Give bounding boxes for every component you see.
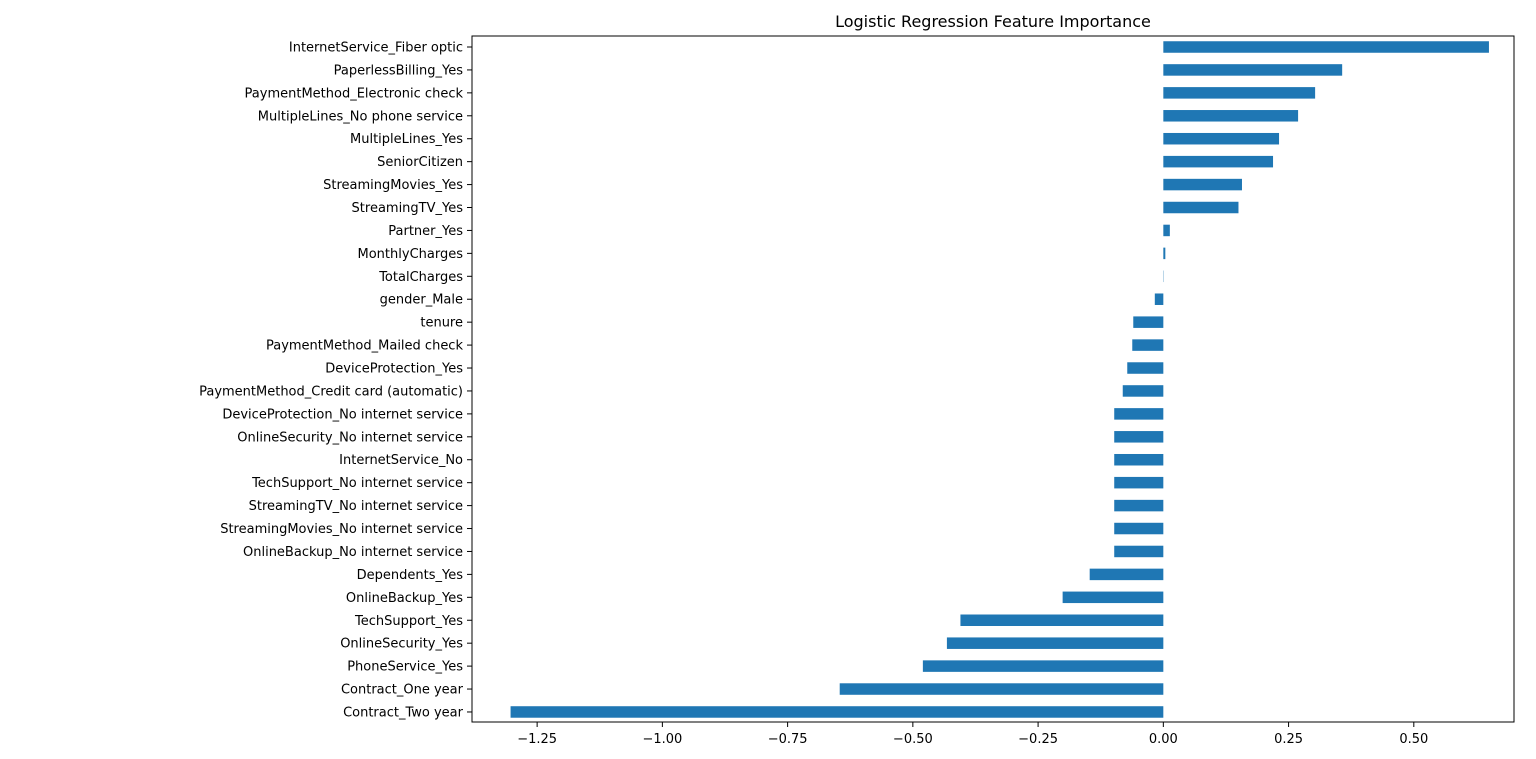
x-tick-label: 0.25: [1274, 732, 1303, 747]
y-tick-label: TechSupport_Yes: [354, 614, 463, 629]
y-tick-label: StreamingTV_No internet service: [249, 499, 463, 514]
plot-frame: [471, 35, 1515, 723]
y-tick-label: MultipleLines_No phone service: [258, 109, 463, 124]
bar: [1062, 591, 1164, 604]
bar: [1114, 476, 1164, 489]
y-tick-label: StreamingMovies_No internet service: [220, 522, 463, 537]
y-tick-label: SeniorCitizen: [377, 155, 463, 170]
bar: [922, 660, 1164, 672]
bar: [1114, 453, 1164, 466]
y-tick-label: OnlineBackup_Yes: [346, 591, 463, 606]
bar: [1114, 522, 1164, 535]
x-tick-label: 0.50: [1399, 732, 1428, 747]
y-tick-label: PaperlessBilling_Yes: [334, 63, 464, 78]
y-tick-label: StreamingMovies_Yes: [323, 178, 463, 193]
bar: [1163, 178, 1242, 191]
bar: [1163, 87, 1316, 99]
x-tick-label: −0.50: [893, 732, 933, 747]
bar: [1154, 293, 1164, 305]
y-tick-label: Dependents_Yes: [357, 568, 464, 583]
y-axis-ticks: InternetService_Fiber optic PaperlessBill…: [199, 41, 472, 720]
bar: [1122, 385, 1164, 397]
bar: [946, 637, 1164, 649]
bar: [1089, 568, 1164, 581]
bar: [1163, 41, 1489, 53]
y-tick-label: DeviceProtection_Yes: [325, 362, 463, 377]
chart-title: Logistic Regression Feature Importance: [835, 12, 1151, 31]
x-tick-label: −0.75: [768, 732, 808, 747]
bar: [1114, 499, 1164, 512]
bar: [1163, 155, 1274, 168]
bar: [1163, 132, 1280, 145]
y-tick-label: PaymentMethod_Credit card (automatic): [199, 384, 463, 399]
bar: [1132, 339, 1164, 351]
bar: [1114, 431, 1164, 443]
x-tick-label: −0.25: [1018, 732, 1058, 747]
y-tick-label: OnlineSecurity_Yes: [340, 637, 463, 652]
y-tick-label: InternetService_Fiber optic: [289, 41, 463, 56]
x-axis-ticks: −1.25 −1.00 −0.75 −0.50 −0.25 0.00 0.25 0.50: [517, 722, 1428, 747]
y-tick-label: PhoneService_Yes: [347, 660, 463, 675]
y-tick-label: Partner_Yes: [388, 224, 463, 239]
y-tick-label: tenure: [420, 316, 463, 331]
bar: [839, 683, 1164, 695]
y-tick-label: Contract_Two year: [343, 705, 464, 720]
bar: [1163, 110, 1299, 122]
x-tick-label: −1.25: [517, 732, 557, 747]
bar: [1163, 224, 1170, 237]
bars-layer: [510, 41, 1489, 718]
bar: [510, 706, 1164, 718]
y-tick-label: MonthlyCharges: [358, 247, 464, 262]
bar: [1114, 545, 1164, 558]
y-tick-label: OnlineSecurity_No internet service: [237, 430, 463, 445]
bar: [1163, 64, 1343, 76]
bar: [1163, 247, 1166, 260]
bar: [960, 614, 1164, 626]
y-tick-label: MultipleLines_Yes: [350, 132, 463, 147]
y-tick-label: DeviceProtection_No internet service: [222, 407, 463, 422]
x-tick-label: −1.00: [642, 732, 682, 747]
bar: [1114, 408, 1164, 420]
y-tick-label: PaymentMethod_Electronic check: [245, 86, 464, 101]
y-tick-label: Contract_One year: [341, 683, 464, 698]
y-tick-label: TechSupport_No internet service: [251, 476, 463, 491]
x-tick-label: 0.00: [1149, 732, 1178, 747]
y-tick-label: StreamingTV_Yes: [352, 201, 464, 216]
bar: [1163, 201, 1239, 214]
y-tick-label: gender_Male: [380, 293, 463, 308]
bar: [1127, 362, 1164, 374]
bar: [1133, 316, 1164, 328]
y-tick-label: PaymentMethod_Mailed check: [266, 339, 463, 354]
y-tick-label: InternetService_No: [339, 453, 463, 468]
y-tick-label: TotalCharges: [378, 270, 463, 285]
y-tick-label: OnlineBackup_No internet service: [243, 545, 463, 560]
